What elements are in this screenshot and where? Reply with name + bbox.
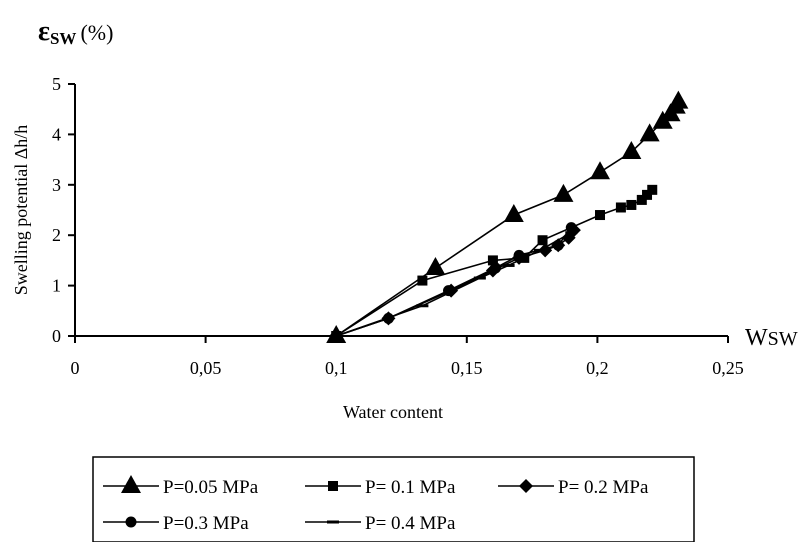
series-4-point-4 (533, 248, 546, 252)
series-3-point-3 (490, 262, 502, 274)
y-axis-symbol: εSW (%) (38, 16, 113, 48)
series-1-point-7 (626, 199, 637, 210)
legend-marker-2 (519, 479, 533, 493)
x-symbol-w: W (745, 325, 768, 351)
legend-marker-4 (327, 520, 339, 524)
legend-label-4: P= 0.4 MPa (365, 513, 456, 534)
series-3-point-5 (552, 239, 564, 251)
x-tick-label-3: 0,15 (451, 358, 483, 378)
x-symbol-subscript: SW (768, 328, 798, 350)
series-1-point-4 (537, 235, 548, 246)
series-4-point-2 (473, 276, 486, 280)
series-1-point-10 (647, 184, 658, 195)
series-3-point-4 (513, 249, 525, 261)
legend-label-2: P= 0.2 MPa (558, 477, 649, 498)
series-line-4 (335, 232, 572, 337)
series-line-3 (335, 227, 572, 337)
series-1-point-2 (487, 255, 498, 266)
axis-ticks: 0 1 2 3 4 5 0 0,05 0,1 0,15 0,2 0,25 (52, 74, 744, 378)
series-1-point-5 (595, 210, 606, 221)
series-line-2 (335, 229, 575, 337)
legend-label-1: P= 0.1 MPa (365, 477, 456, 498)
x-tick-label-5: 0,25 (712, 358, 744, 378)
x-axis-title: Water content (343, 402, 443, 422)
y-tick-label-4: 4 (52, 124, 61, 144)
x-tick-label-1: 0,05 (190, 358, 222, 378)
series-3-point-1 (382, 312, 394, 324)
series-0-point-4 (590, 161, 611, 180)
series-1-point-1 (417, 275, 428, 286)
legend-box (92, 456, 695, 542)
legend-label-3: P=0.3 MPa (163, 513, 249, 534)
series-4-point-0 (330, 334, 343, 338)
legend-marker-1 (328, 481, 338, 491)
series-4-point-3 (502, 263, 515, 267)
series-4-point-1 (416, 304, 429, 308)
series-1-point-9 (642, 189, 653, 200)
series-0-point-6 (639, 123, 660, 142)
y-tick-label-3: 3 (52, 175, 61, 195)
legend-marker-0 (121, 475, 141, 493)
y-tick-label-2: 2 (52, 225, 61, 245)
series-0-point-1 (425, 256, 446, 275)
y-tick-label-1: 1 (52, 276, 61, 296)
legend-label-0: P=0.05 MPa (163, 477, 259, 498)
y-tick-label-0: 0 (52, 326, 61, 346)
series-0-point-3 (553, 183, 574, 202)
x-axis-symbol: WSW (745, 325, 798, 351)
y-symbol-epsilon: ε (38, 16, 50, 47)
series-4-point-5 (565, 231, 578, 235)
series-1-point-8 (636, 194, 647, 205)
y-axis-title: Swelling potential Δh/h (11, 125, 31, 296)
x-tick-label-2: 0,1 (325, 358, 348, 378)
series-0-point-2 (503, 204, 524, 223)
legend: P=0.05 MPa P= 0.1 MPa P= 0.2 MPa P=0.3 MPa P… (103, 475, 649, 534)
series-markers (326, 90, 689, 343)
series-0-point-10 (668, 90, 689, 109)
y-symbol-unit: (%) (80, 20, 113, 45)
series-3-point-6 (565, 222, 577, 234)
legend-marker-3 (125, 516, 137, 528)
series-3-point-2 (443, 285, 455, 297)
x-tick-label-0: 0 (71, 358, 80, 378)
series-0-point-5 (621, 141, 642, 160)
series-1-point-6 (615, 202, 626, 213)
y-tick-label-5: 5 (52, 74, 61, 94)
y-symbol-subscript: SW (50, 29, 76, 48)
x-tick-label-4: 0,2 (586, 358, 609, 378)
